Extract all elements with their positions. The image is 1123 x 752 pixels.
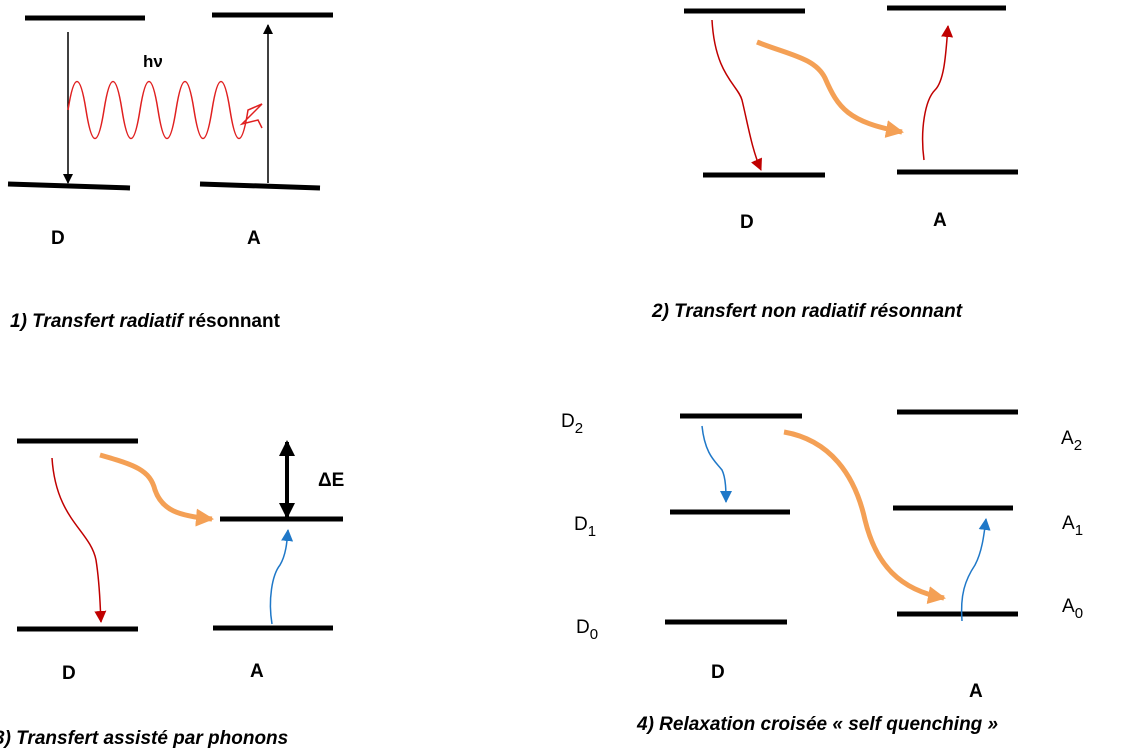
energy-transfer-arrow (756, 39, 904, 138)
panel-1-caption: 1) Transfert radiatif résonnant (10, 311, 281, 332)
label-a0: A0 (1062, 596, 1083, 622)
acceptor-excitation-arrow (921, 25, 954, 161)
panel-3-phonon-assisted-transfer: ΔE D A 3) Transfert assisté par phonons (0, 438, 344, 749)
acceptor-label: A (250, 661, 264, 682)
acceptor-label: A (933, 210, 947, 231)
donor-label: D (740, 212, 754, 233)
donor-decay-arrow (711, 19, 762, 171)
photon-wave (67, 80, 263, 140)
panel-2-caption: 2) Transfert non radiatif résonnant (651, 301, 963, 322)
photon-label: hν (143, 52, 163, 71)
phonon-excitation-arrow (269, 529, 294, 625)
caption-resonant: résonnant (183, 311, 281, 332)
donor-relaxation-arrow (701, 425, 732, 503)
panel-4-cross-relaxation: D2 D1 D0 A2 A1 A0 D A 4) Relaxation croi… (561, 409, 1083, 735)
label-d1: D1 (574, 514, 596, 540)
donor-decay-arrow (51, 457, 107, 623)
label-d2: D2 (561, 411, 583, 437)
donor-ground-level (7, 181, 131, 191)
acceptor-label: A (247, 228, 261, 249)
panel-3-caption: 3) Transfert assisté par phonons (0, 728, 288, 749)
donor-label: D (51, 228, 65, 249)
panel-4-caption: 4) Relaxation croisée « self quenching » (636, 714, 998, 735)
energy-transfer-arrow (783, 429, 946, 604)
energy-transfer-arrow (99, 452, 214, 527)
donor-label: D (711, 662, 725, 683)
acceptor-excitation-arrow (960, 518, 991, 622)
label-a1: A1 (1062, 513, 1083, 539)
label-d0: D0 (576, 617, 598, 643)
donor-label: D (62, 663, 76, 684)
acceptor-ground-level (199, 181, 321, 191)
label-a2: A2 (1061, 428, 1082, 454)
panel-2-nonradiative-transfer: D A 2) Transfert non radiatif résonnant (651, 5, 1018, 322)
panel-1-radiative-transfer: hν D A 1) Transfert radiatif résonnant (7, 12, 333, 332)
acceptor-label: A (969, 681, 983, 702)
caption-radiative: 1) Transfert radiatif (10, 311, 184, 332)
energy-gap-label: ΔE (318, 470, 344, 491)
